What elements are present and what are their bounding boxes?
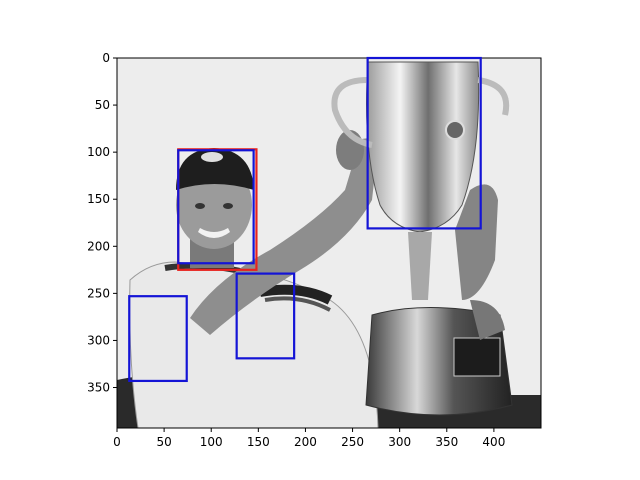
x-tick-label: 350	[435, 435, 458, 449]
x-tick-label: 400	[482, 435, 505, 449]
photo	[117, 58, 541, 428]
eye	[223, 203, 233, 209]
cap-logo	[201, 152, 223, 162]
y-tick-label: 100	[87, 145, 110, 159]
x-tick-label: 0	[113, 435, 121, 449]
x-tick-label: 200	[294, 435, 317, 449]
x-tick-label: 100	[200, 435, 223, 449]
y-tick-label: 300	[87, 333, 110, 347]
y-tick-label: 150	[87, 192, 110, 206]
y-tick-label: 250	[87, 286, 110, 300]
trophy-emblem	[446, 121, 464, 139]
x-axis: 0 50 100 150 200 250 300 350 400	[113, 428, 505, 449]
y-tick-label: 50	[95, 98, 110, 112]
x-tick-label: 150	[247, 435, 270, 449]
x-tick-label: 250	[341, 435, 364, 449]
y-tick-label: 350	[87, 381, 110, 395]
y-axis: 0 50 100 150 200 250 300 350	[87, 51, 117, 395]
x-tick-label: 50	[156, 435, 171, 449]
trophy-stem	[408, 232, 432, 300]
trophy-plaque	[454, 338, 500, 376]
x-tick-label: 300	[388, 435, 411, 449]
y-tick-label: 0	[102, 51, 110, 65]
y-tick-label: 200	[87, 239, 110, 253]
eye	[195, 203, 205, 209]
